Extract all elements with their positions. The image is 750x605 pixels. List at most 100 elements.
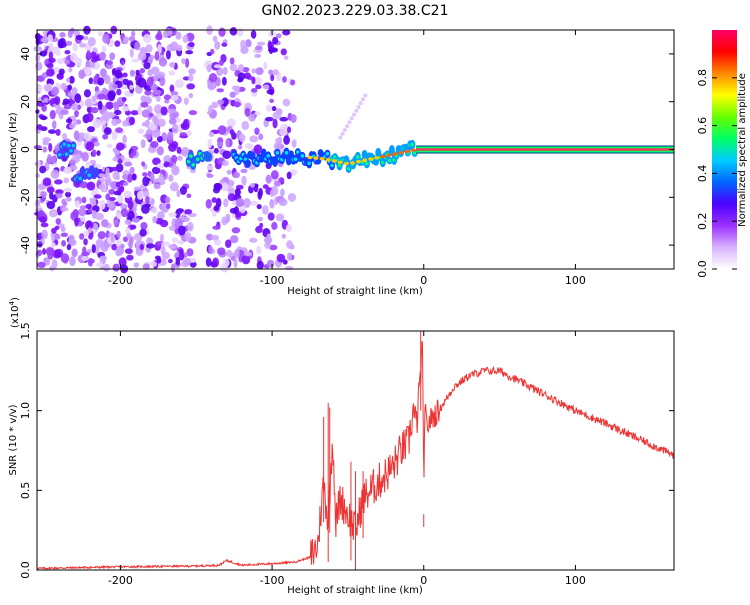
spectrogram-cell-606 — [43, 97, 49, 103]
spectrogram-cell-1073 — [37, 261, 46, 269]
spectrogram-ridge-cell-194 — [398, 150, 404, 155]
spectrogram-cell-693 — [258, 187, 263, 198]
spectrogram-cell-482 — [113, 148, 120, 156]
spectrogram-cell-319 — [151, 166, 161, 175]
spectrogram-cell-590 — [113, 104, 119, 112]
spectrogram-cell-660 — [81, 196, 87, 204]
spectrogram-cell-1050 — [213, 205, 220, 212]
spectrogram-cell-874 — [116, 154, 122, 159]
spectrogram-cell-781 — [90, 51, 97, 60]
spectrogram-cell-850 — [113, 219, 119, 226]
spectrogram-cell-552 — [176, 189, 181, 198]
spectrogram-cell-662 — [176, 44, 183, 52]
spectrogram-cell-530 — [263, 236, 273, 244]
spectrogram-cell-995 — [42, 177, 52, 187]
spectrogram-ridge-cell-9 — [67, 143, 71, 148]
spectrogram-cell-630 — [79, 233, 85, 240]
spectrogram-cell-608 — [266, 259, 275, 268]
spectrogram-cell-370 — [35, 53, 41, 62]
spectrogram-cell-663 — [248, 113, 256, 122]
snr-frame — [36, 330, 675, 571]
spectrogram-cell-562 — [211, 211, 217, 217]
spectrogram-cell-565 — [213, 64, 221, 69]
spectrogram-cell-399 — [269, 244, 278, 251]
spectrogram-cell-918 — [71, 248, 78, 258]
spectrogram-cells — [33, 25, 368, 274]
spectrogram-cell-312 — [123, 190, 132, 199]
spectrogram-cell-1139 — [225, 239, 232, 249]
spectrogram-cell-468 — [237, 144, 243, 150]
spectrogram-cell-1162 — [83, 131, 92, 142]
spectrogram-cell-1155 — [183, 118, 189, 126]
spectrogram-cell-385 — [128, 240, 133, 249]
spectrogram-ridge-cell-180 — [313, 156, 319, 160]
spectrogram-cell-256 — [42, 146, 48, 153]
spectrogram-cell-833 — [177, 240, 185, 245]
spectrogram-cell-862 — [243, 198, 251, 208]
spectrogram-cell-951 — [87, 257, 94, 267]
spectrogram-cell-307 — [83, 238, 88, 246]
spectrogram-cell-1166 — [262, 205, 269, 215]
spectrogram-x-tick-label-3: 100 — [565, 274, 586, 287]
spectrogram-cell-125 — [105, 230, 110, 239]
spectrogram-cell-401 — [49, 191, 54, 200]
spectrogram-cell-719 — [64, 191, 72, 198]
spectrogram-ridge-cell-7 — [64, 152, 69, 156]
spectrogram-cell-396 — [140, 139, 146, 149]
spectrogram-cell-1075 — [145, 195, 150, 205]
spectrogram-ridge-cell-142 — [361, 149, 368, 160]
spectrogram-cell-609 — [36, 101, 45, 107]
spectrogram-cell-281 — [242, 66, 250, 73]
spectrogram-cell-1201 — [356, 104, 361, 109]
spectrogram-cell-1125 — [39, 50, 48, 57]
spectrogram-cell-680 — [97, 77, 105, 86]
spectrogram-cell-1170 — [136, 190, 144, 201]
spectrogram-cell-1148 — [102, 33, 110, 44]
colorbar-label: Normalized spectral amplitude — [737, 73, 748, 227]
spectrogram-cell-434 — [168, 174, 174, 182]
snr-x-tick-label-1: -100 — [260, 574, 285, 587]
spectrogram-cell-865 — [175, 31, 182, 40]
spectrogram-ridge-cell-184 — [337, 160, 343, 165]
spectrogram-cell-1151 — [206, 64, 212, 73]
spectrogram-cell-1172 — [46, 200, 56, 210]
spectrogram-cell-694 — [55, 189, 64, 195]
spectrogram-cell-143 — [279, 116, 289, 122]
spectrogram-cell-464 — [223, 198, 229, 208]
snr-x-tick-label-3: 100 — [565, 574, 586, 587]
spectrogram-cell-640 — [291, 140, 297, 148]
spectrogram-cell-967 — [61, 207, 69, 212]
spectrogram-cell-1086 — [115, 127, 124, 134]
spectrogram-cell-1120 — [47, 34, 54, 42]
spectrogram-cell-701 — [91, 243, 96, 254]
spectrogram-cell-101 — [284, 55, 289, 60]
spectrogram-cell-1028 — [37, 249, 43, 257]
spectrogram-cell-1122 — [114, 40, 121, 47]
spectrogram-cell-760 — [37, 124, 43, 130]
spectrogram-cell-1196 — [345, 124, 350, 129]
spectrogram-cell-1106 — [232, 171, 241, 179]
spectrogram-cell-471 — [254, 53, 262, 58]
spectrogram-cell-1031 — [229, 63, 238, 72]
spectrogram-ridge-cell-76 — [272, 156, 279, 167]
spectrogram-ridge-cell-195 — [404, 149, 410, 154]
spectrogram-cell-543 — [104, 177, 112, 185]
spectrogram-cell-368 — [99, 68, 107, 78]
spectrogram-cell-961 — [120, 208, 129, 218]
spectrogram-ridge-cell-185 — [343, 161, 349, 166]
spectrogram-cell-855 — [169, 181, 179, 192]
spectrogram-cell-1126 — [45, 258, 51, 266]
spectrogram-cell-124 — [155, 218, 164, 225]
spectrogram-cell-373 — [214, 40, 221, 50]
spectrogram-cell-224 — [102, 133, 109, 140]
spectrogram-cell-7 — [213, 239, 222, 246]
spectrogram-cell-1116 — [279, 127, 288, 136]
spectrogram-cell-1067 — [98, 173, 105, 178]
spectrogram-cell-1053 — [265, 104, 273, 112]
spectrogram-cell-635 — [141, 109, 151, 118]
colorbar-tick-label-3: 0.6 — [696, 117, 709, 135]
spectrogram-cell-696 — [144, 203, 152, 208]
colorbar-tick-label-4: 0.8 — [696, 69, 709, 87]
spectrogram-cell-1195 — [342, 127, 347, 132]
spectrogram-cell-911 — [79, 42, 87, 48]
